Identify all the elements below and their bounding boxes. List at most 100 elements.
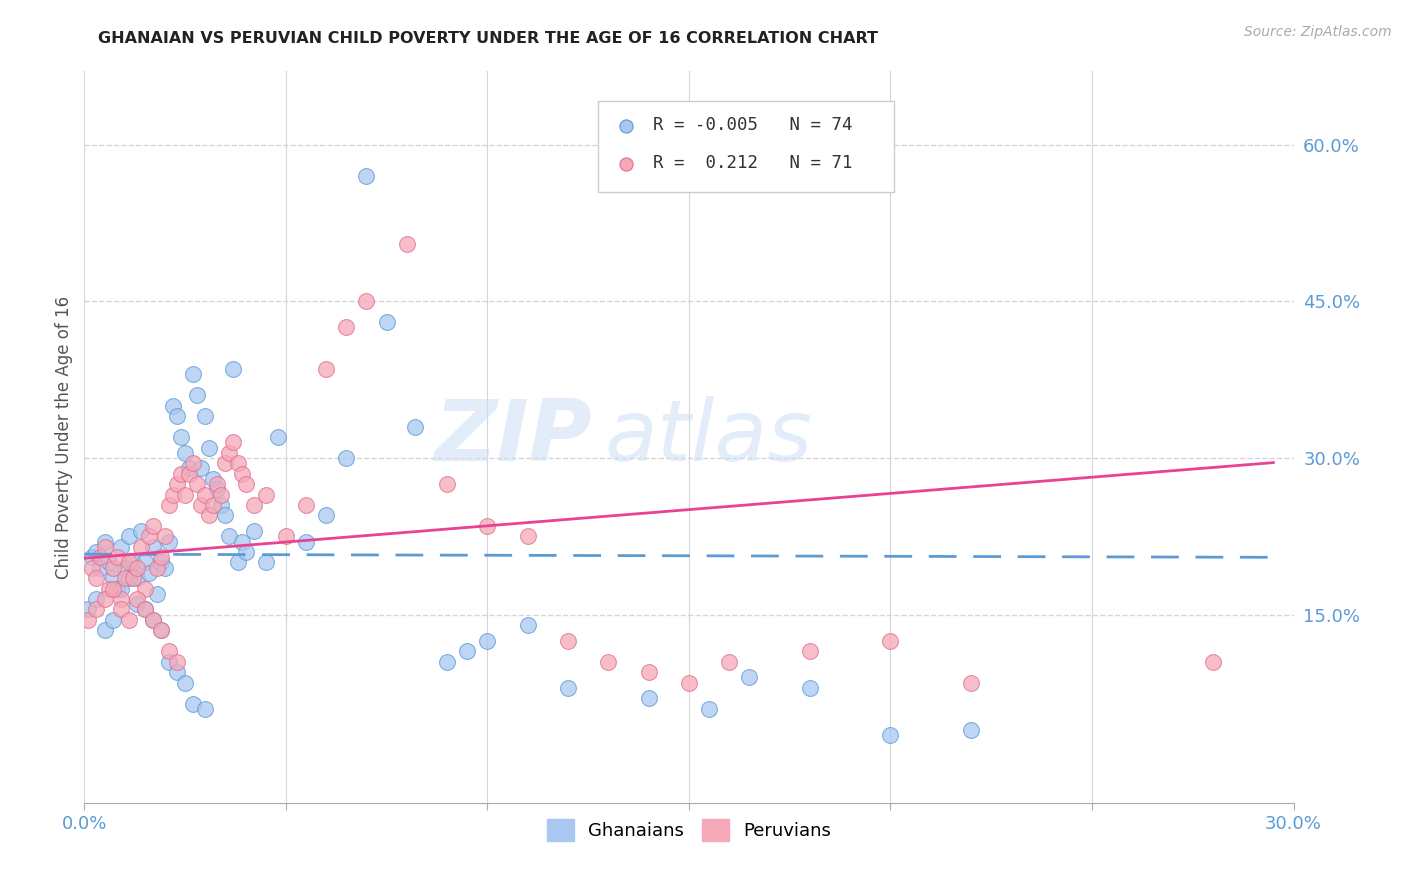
Point <box>82 550 104 565</box>
Point <box>97 582 120 596</box>
Point <box>118 571 141 585</box>
Point <box>125 560 148 574</box>
Point <box>186 477 208 491</box>
Point <box>254 556 277 570</box>
Point <box>697 702 720 716</box>
Point <box>142 540 165 554</box>
Point <box>101 582 124 596</box>
Point <box>190 498 212 512</box>
Point <box>157 534 180 549</box>
Point <box>121 556 143 570</box>
Point <box>226 456 249 470</box>
Point <box>214 508 236 523</box>
Point <box>142 519 165 533</box>
Point <box>335 450 357 465</box>
Text: R = -0.005   N = 74: R = -0.005 N = 74 <box>652 116 852 134</box>
Text: Source: ZipAtlas.com: Source: ZipAtlas.com <box>1244 25 1392 39</box>
Point <box>138 529 160 543</box>
Point <box>105 582 128 596</box>
Point <box>198 441 221 455</box>
Point <box>134 602 156 616</box>
Point <box>242 498 264 512</box>
Point <box>209 487 232 501</box>
Point <box>134 556 156 570</box>
Point <box>960 675 983 690</box>
Point <box>114 560 136 574</box>
Point <box>557 633 579 648</box>
Point <box>395 236 418 251</box>
Point <box>295 534 318 549</box>
Point <box>110 592 132 607</box>
Point <box>110 540 132 554</box>
Point <box>242 524 264 538</box>
FancyBboxPatch shape <box>599 101 894 192</box>
Point <box>134 602 156 616</box>
Point <box>110 582 132 596</box>
Text: atlas: atlas <box>605 395 813 479</box>
Point <box>235 477 257 491</box>
Point <box>149 556 172 570</box>
Point <box>162 399 184 413</box>
Point <box>207 477 229 491</box>
Text: R =  0.212   N = 71: R = 0.212 N = 71 <box>652 153 852 172</box>
Point <box>274 529 297 543</box>
Point <box>477 519 499 533</box>
Point <box>235 545 257 559</box>
Point <box>194 702 217 716</box>
Point <box>231 467 253 481</box>
Point <box>93 540 115 554</box>
Point <box>149 624 172 638</box>
Point <box>404 419 426 434</box>
Point <box>516 529 538 543</box>
Point <box>179 467 201 481</box>
Point <box>960 723 983 737</box>
Point <box>194 409 217 424</box>
Point <box>125 592 148 607</box>
Point <box>118 529 141 543</box>
Point <box>166 655 188 669</box>
Point <box>77 613 100 627</box>
Point <box>456 644 478 658</box>
Point <box>134 582 156 596</box>
Point <box>799 681 821 695</box>
Point <box>202 472 225 486</box>
Point <box>174 487 197 501</box>
Point <box>207 483 229 497</box>
Y-axis label: Child Poverty Under the Age of 16: Child Poverty Under the Age of 16 <box>55 295 73 579</box>
Point <box>181 697 204 711</box>
Point <box>170 430 193 444</box>
Point <box>114 571 136 585</box>
Point <box>101 560 124 574</box>
Point <box>738 670 761 684</box>
Point <box>179 461 201 475</box>
Point <box>879 728 901 742</box>
Point <box>295 498 318 512</box>
Point <box>174 446 197 460</box>
Point <box>315 362 337 376</box>
Point <box>86 602 108 616</box>
Point <box>149 550 172 565</box>
Point <box>222 362 245 376</box>
Point <box>356 294 378 309</box>
Text: ZIP: ZIP <box>434 395 592 479</box>
Point <box>121 571 143 585</box>
Point <box>93 592 115 607</box>
Point <box>86 545 108 559</box>
Point <box>125 571 148 585</box>
Point <box>799 644 821 658</box>
Point <box>82 560 104 574</box>
Point <box>198 508 221 523</box>
Point <box>118 613 141 627</box>
Point <box>170 467 193 481</box>
Point <box>214 456 236 470</box>
Point <box>86 592 108 607</box>
Point <box>101 613 124 627</box>
Point <box>436 477 458 491</box>
Point <box>186 388 208 402</box>
Point <box>222 435 245 450</box>
Point <box>101 571 124 585</box>
Point <box>86 571 108 585</box>
Point <box>93 624 115 638</box>
Point <box>93 534 115 549</box>
Point <box>157 655 180 669</box>
